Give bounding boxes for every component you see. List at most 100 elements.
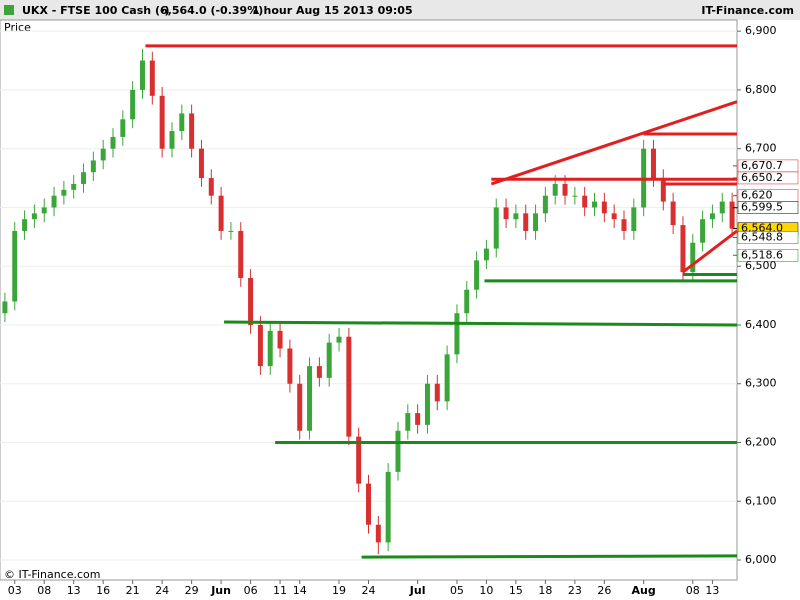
candle-body: [198, 148, 204, 179]
x-tick-label: 10: [479, 584, 493, 597]
candle-body: [395, 430, 401, 472]
x-tick-label: 21: [126, 584, 140, 597]
x-tick-label: 08: [37, 584, 51, 597]
candle-body: [71, 183, 77, 190]
candle-body: [238, 230, 244, 278]
candle-body: [90, 160, 96, 173]
y-tick-label: 6,300: [745, 377, 777, 390]
y-tick-label: 6,200: [745, 435, 777, 448]
candle-body: [51, 195, 57, 208]
icon: [4, 5, 14, 15]
candle-body: [729, 201, 735, 229]
candle-body: [130, 89, 136, 120]
candle-body: [582, 195, 588, 208]
footer: © IT-Finance.com: [4, 568, 101, 581]
candle-body: [474, 260, 480, 290]
x-tick-label: 08: [686, 584, 700, 597]
price-marker-box: [737, 201, 799, 214]
candle-body: [562, 183, 568, 196]
candle-body: [139, 60, 145, 90]
candle-body: [22, 219, 28, 231]
price-marker-label: 6,650.2: [741, 171, 783, 184]
y-tick-label: 6,000: [745, 553, 777, 566]
candle-body: [670, 201, 676, 226]
x-tick-label: 23: [568, 584, 582, 597]
candle-body: [709, 213, 715, 220]
candle-body: [405, 413, 411, 431]
candle-body: [523, 213, 529, 231]
candle-body: [464, 289, 470, 314]
y-label: Price: [4, 21, 31, 34]
price-marker-label: 6,670.7: [741, 159, 783, 172]
candle-body: [542, 195, 548, 214]
x-tick-label: Jul: [409, 584, 426, 597]
x-tick-label: 03: [8, 584, 22, 597]
candle-body: [503, 207, 509, 220]
candle-body: [631, 207, 637, 231]
candle-body: [248, 277, 254, 325]
candle-body: [120, 119, 126, 137]
candle-body: [228, 230, 234, 232]
candle-body: [316, 366, 322, 378]
candle-body: [533, 213, 539, 231]
price-marker-label: 6,599.5: [741, 201, 783, 214]
candle-body: [297, 383, 303, 431]
x-tick-label: Aug: [632, 584, 656, 597]
candle-body: [424, 383, 430, 425]
candle-body: [149, 60, 155, 96]
candle-body: [326, 342, 332, 378]
candle-body: [81, 172, 87, 184]
candle-body: [690, 242, 696, 273]
candle-body: [307, 366, 313, 431]
x-tick-label: 15: [509, 584, 523, 597]
candle-body: [169, 131, 175, 149]
candle-body: [385, 471, 391, 543]
candle-body: [287, 348, 293, 384]
x-tick-label: 24: [155, 584, 169, 597]
candle-body: [680, 225, 686, 273]
candle-body: [12, 230, 18, 302]
x-tick-label: 29: [185, 584, 199, 597]
x-tick-label: 13: [67, 584, 81, 597]
header-bar: [0, 0, 800, 20]
candle-body: [61, 189, 67, 196]
candle-body: [356, 436, 362, 484]
candle-body: [493, 207, 499, 249]
candle-body: [513, 213, 519, 220]
candle-body: [650, 148, 656, 179]
trend-line: [490, 100, 738, 186]
candle-body: [277, 330, 283, 349]
price-marker-box: [737, 171, 799, 185]
trend-line: [361, 554, 738, 559]
candle-body: [2, 301, 8, 314]
period: 1 hour Aug 15 2013 09:05: [252, 4, 413, 17]
quote: 6,564.0 (-0.39%): [160, 4, 263, 17]
price-marker-box: [737, 231, 799, 244]
price-marker-label: 6,548.8: [741, 231, 783, 244]
y-tick-label: 6,700: [745, 142, 777, 155]
x-tick-label: 18: [538, 584, 552, 597]
candle-body: [611, 213, 617, 220]
x-tick-label: 13: [705, 584, 719, 597]
y-tick-label: 6,800: [745, 83, 777, 96]
candle-body: [660, 178, 666, 202]
price-marker-label: 6,518.6: [741, 248, 783, 261]
y-tick-label: 6,100: [745, 494, 777, 507]
candle-body: [434, 383, 440, 402]
x-tick-label: 24: [362, 584, 376, 597]
candle-body: [366, 483, 371, 525]
symbol: UKX - FTSE 100 Cash (-): [22, 4, 170, 17]
candle-body: [110, 136, 116, 149]
candle-body: [719, 201, 725, 214]
candle-body: [189, 113, 195, 149]
x-tick-label: 06: [244, 584, 258, 597]
candle-body: [208, 178, 214, 196]
x-tick-label: 16: [96, 584, 110, 597]
candle-body: [159, 95, 165, 149]
candle-body: [483, 248, 489, 261]
x-tick-label: 05: [450, 584, 464, 597]
candle-body: [415, 413, 421, 425]
candle-body: [41, 207, 47, 214]
